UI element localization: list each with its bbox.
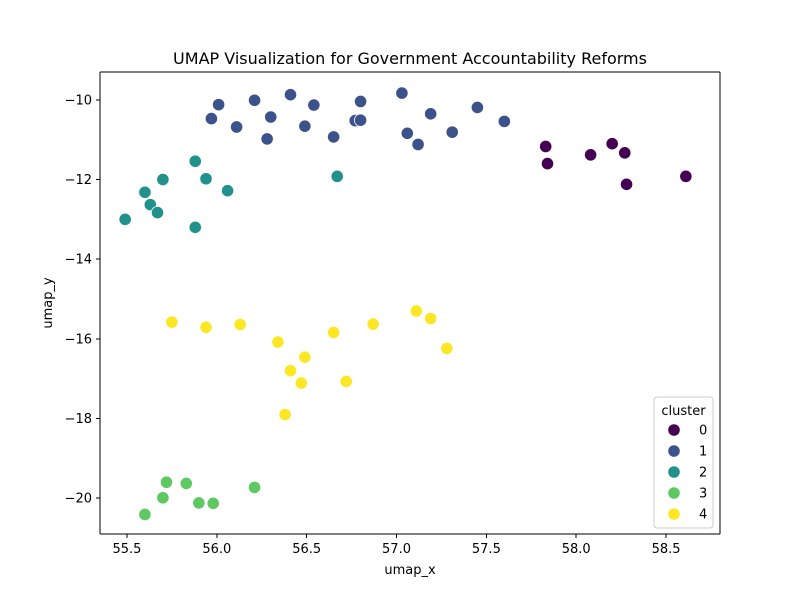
scatter-point-cluster-4 (409, 304, 423, 318)
axes-frame (99, 71, 721, 535)
scatter-point-cluster-3 (206, 496, 220, 510)
scatter-point-cluster-0 (605, 137, 619, 151)
scatter-point-cluster-3 (179, 476, 193, 491)
x-axis: 55.5 56.0 56.5 57.0 57.5 58.0 58.5 (112, 534, 681, 557)
scatter-point-cluster-2 (188, 220, 202, 234)
x-tick-label: 58.5 (652, 542, 681, 557)
scatter-point-cluster-0 (679, 169, 693, 183)
scatter-point-cluster-1 (247, 93, 262, 107)
legend-marker-cluster-0 (667, 423, 681, 437)
scatter-point-cluster-4 (424, 311, 438, 326)
legend-label-cluster-2: 2 (699, 466, 707, 481)
scatter-point-cluster-1 (229, 120, 244, 134)
scatter-point-cluster-0 (619, 177, 634, 191)
scatter-point-cluster-4 (339, 374, 353, 389)
plot-background (100, 72, 720, 534)
scatter-point-cluster-4 (327, 325, 341, 340)
y-tick-label: −14 (65, 253, 92, 268)
legend-label-cluster-1: 1 (699, 445, 707, 460)
legend-label-cluster-0: 0 (699, 424, 707, 439)
scatter-point-cluster-1 (395, 86, 409, 100)
y-tick-label: −16 (65, 332, 92, 347)
scatter-point-cluster-0 (540, 157, 555, 171)
scatter-point-cluster-2 (330, 169, 344, 183)
x-tick-label: 56.5 (292, 542, 321, 557)
legend-marker-cluster-4 (667, 507, 681, 521)
scatter-point-cluster-2 (118, 212, 132, 226)
y-tick-label: −10 (65, 93, 92, 108)
y-axis: −10 −12 −14 −16 −18 −20 (65, 93, 100, 507)
scatter-point-cluster-1 (353, 94, 368, 109)
scatter-point-cluster-2 (156, 172, 170, 187)
chart-title: UMAP Visualization for Government Accoun… (173, 49, 647, 68)
scatter-point-cluster-4 (283, 364, 298, 378)
scatter-point-cluster-2 (220, 184, 235, 198)
scatter-point-cluster-4 (271, 335, 285, 349)
scatter-point-cluster-1 (445, 125, 459, 139)
scatter-point-cluster-2 (150, 205, 165, 220)
legend-label-cluster-3: 3 (699, 487, 707, 502)
scatter-point-cluster-2 (138, 185, 152, 199)
scatter-point-cluster-1 (353, 113, 368, 127)
scatter-point-cluster-0 (618, 146, 632, 160)
scatter-point-cluster-0 (584, 148, 598, 162)
scatter-point-cluster-1 (212, 98, 226, 112)
y-axis-title: umap_y (41, 277, 56, 329)
scatter-point-cluster-1 (497, 114, 511, 128)
legend-marker-cluster-2 (667, 465, 681, 479)
scatter-point-cluster-1 (204, 111, 219, 126)
scatter-point-cluster-4 (199, 320, 213, 334)
scatter-point-cluster-1 (327, 130, 341, 144)
scatter-point-cluster-3 (192, 496, 206, 510)
scatter-point-cluster-3 (138, 507, 152, 522)
y-tick-label: −12 (65, 173, 92, 188)
legend-marker-cluster-3 (667, 486, 681, 500)
legend: cluster 0 1 2 3 4 (653, 396, 714, 529)
legend-title: cluster (661, 404, 706, 419)
scatter-point-cluster-3 (247, 480, 262, 495)
scatter-point-cluster-1 (298, 119, 312, 133)
scatter-point-cluster-2 (188, 154, 202, 168)
scatter-point-cluster-1 (264, 110, 278, 124)
scatter-point-cluster-3 (156, 491, 170, 505)
scatter-point-cluster-4 (298, 350, 312, 364)
scatter-point-cluster-4 (440, 341, 454, 356)
x-tick-label: 58.0 (562, 542, 591, 557)
scatter-point-cluster-1 (260, 132, 274, 146)
x-tick-label: 57.5 (472, 542, 501, 557)
scatter-point-cluster-3 (159, 475, 174, 489)
x-tick-label: 55.5 (112, 542, 141, 557)
scatter-point-cluster-1 (400, 126, 414, 140)
scatter-point-cluster-1 (424, 107, 438, 121)
scatter-point-cluster-4 (165, 315, 179, 329)
scatter-point-cluster-1 (470, 100, 484, 115)
points-layer (118, 86, 693, 522)
scatter-point-cluster-4 (294, 376, 308, 390)
y-tick-label: −18 (65, 412, 92, 427)
scatter-point-cluster-1 (411, 137, 425, 152)
y-tick-label: −20 (65, 492, 92, 507)
scatter-point-cluster-4 (278, 407, 292, 422)
scatter-point-cluster-1 (283, 88, 298, 102)
x-tick-label: 57.0 (382, 542, 411, 557)
legend-marker-cluster-1 (667, 444, 681, 458)
legend-label-cluster-4: 4 (699, 508, 707, 523)
scatter-point-cluster-2 (199, 172, 213, 186)
scatter-point-cluster-1 (307, 98, 321, 112)
x-tick-label: 56.0 (202, 542, 231, 557)
x-axis-title: umap_x (384, 563, 436, 578)
scatter-point-cluster-4 (233, 317, 247, 332)
scatter-point-cluster-4 (366, 317, 380, 331)
plot-area (100, 72, 720, 534)
scatter-point-cluster-0 (539, 139, 553, 154)
